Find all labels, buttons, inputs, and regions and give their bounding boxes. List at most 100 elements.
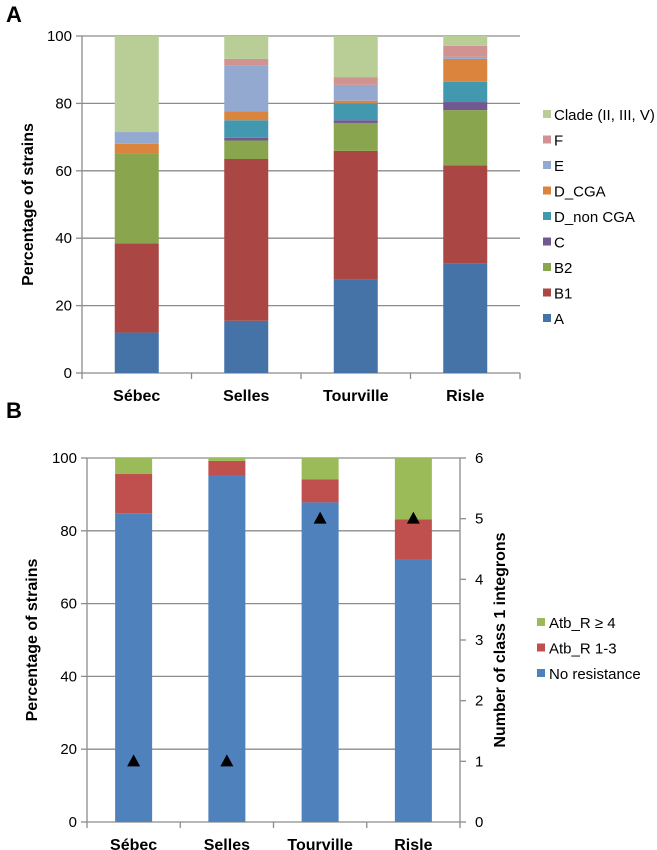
chart-a-ytick-label: 60 — [55, 163, 72, 180]
chart-b-bar-segment — [301, 458, 339, 480]
chart-a-legend-label: Clade (II, III, V) — [554, 107, 655, 124]
chart-a-legend-label: C — [554, 235, 565, 252]
chart-b-bar-segment — [394, 519, 432, 560]
chart-b-category-label: Tourville — [287, 837, 353, 850]
chart-b-bar-segment — [301, 502, 339, 822]
chart-a-ytick-label: 40 — [55, 230, 72, 247]
chart-b-legend-label: Atb_R 1-3 — [549, 641, 617, 658]
chart-b-y-axis-title: Percentage of strains — [24, 559, 41, 722]
chart-b-legend-swatch — [537, 618, 545, 626]
chart-b-ytick-label: 20 — [60, 741, 77, 758]
chart-a-bar-segment — [114, 332, 159, 373]
chart-a-bar-segment — [443, 56, 488, 59]
chart-a-category-label: Tourville — [323, 388, 389, 405]
chart-a-ytick-label: 80 — [55, 95, 72, 112]
chart-a-legend-swatch — [543, 212, 551, 220]
chart-b-integron-marker — [127, 754, 141, 767]
panel-label-b: B — [6, 398, 22, 423]
chart-a-legend-label: A — [554, 311, 564, 328]
chart-a-legend-label: D_non CGA — [554, 209, 635, 226]
chart-b-y2tick-label: 6 — [475, 450, 483, 467]
chart-a-category-label: Risle — [446, 388, 484, 405]
chart-a-bar-segment — [443, 58, 488, 82]
chart-a-bar-segment — [333, 279, 378, 373]
chart-a-ytick-label: 0 — [64, 365, 72, 382]
chart-a-legend-label: F — [554, 133, 563, 150]
chart-b-y2tick-label: 4 — [475, 571, 483, 588]
chart-a-legend-swatch — [543, 314, 551, 322]
chart-b-y2tick-label: 2 — [475, 693, 483, 710]
chart-b-category-label: Risle — [394, 837, 432, 850]
chart-b-category-label: Selles — [204, 837, 250, 850]
chart-a-bar-segment — [224, 36, 269, 59]
chart-b-category-label: Sébec — [110, 837, 157, 850]
chart-a-bar-segment — [443, 102, 488, 111]
chart-b-ytick-label: 80 — [60, 523, 77, 540]
chart-a-bar-segment — [333, 100, 378, 104]
chart-a-legend-swatch — [543, 186, 551, 195]
chart-b-bar-segment — [394, 559, 432, 822]
chart-b-y2tick-label: 5 — [475, 511, 483, 528]
chart-a-ytick-label: 20 — [55, 298, 72, 315]
chart-a-bar-segment — [224, 140, 269, 160]
chart-a-bar-segment — [224, 65, 269, 112]
chart-a-bar-segment — [333, 36, 378, 78]
chart-a-bar-segment — [333, 84, 378, 101]
chart-a-legend-label: B2 — [554, 260, 572, 277]
chart-a-bar-segment — [114, 143, 159, 154]
chart-a-ytick-label: 100 — [47, 28, 72, 45]
chart-a-bar-segment — [114, 243, 159, 333]
chart-a-bar-segment — [333, 120, 378, 123]
chart-b-bar-segment — [115, 474, 153, 514]
chart-a-bar-segment — [443, 45, 488, 57]
chart-a-bar-segment — [224, 58, 269, 66]
chart-a-bar-segment — [333, 103, 378, 121]
chart-a-legend-swatch — [543, 161, 551, 169]
chart-a-bar-segment — [224, 111, 269, 121]
chart-b-ytick-label: 60 — [60, 596, 77, 613]
chart-b-integron-marker — [220, 754, 234, 767]
chart-a-bar-segment — [114, 36, 159, 133]
chart-a-bar-segment — [114, 132, 159, 144]
chart-b-bar-segment — [208, 458, 246, 461]
chart-a-legend-swatch — [543, 135, 551, 144]
chart-b-bar-segment — [394, 458, 432, 520]
chart-b-legend-swatch — [537, 669, 545, 677]
chart-a-category-label: Sébec — [113, 388, 160, 405]
chart-a-category-label: Selles — [223, 388, 269, 405]
chart-a-bar-segment — [443, 110, 488, 166]
chart-b-y2-axis-title: Number of class 1 integrons — [492, 532, 509, 747]
chart-b-bar-segment — [301, 479, 339, 503]
chart-b-legend-label: Atb_R ≥ 4 — [549, 615, 616, 632]
chart-b-bar-segment — [115, 513, 153, 822]
chart-b-ytick-label: 100 — [52, 450, 77, 467]
chart-b-bar-segment — [115, 458, 153, 475]
chart-b-integron-marker — [313, 511, 327, 524]
chart-a-legend-swatch — [543, 237, 551, 246]
panel-label-a: A — [6, 2, 22, 27]
chart-a-legend-swatch — [543, 288, 551, 297]
chart-b-ytick-label: 40 — [60, 668, 77, 685]
chart-b-legend-swatch — [537, 643, 545, 652]
chart-b-y2tick-label: 0 — [475, 814, 483, 831]
chart-a-bar-segment — [224, 120, 269, 138]
chart-a-bar-segment — [443, 36, 488, 46]
chart-a-bar-segment — [224, 320, 269, 373]
chart-a: 0 20 40 60 80 100 Sébec Selles Tourville Risle Per… — [20, 28, 655, 405]
chart-b-legend-label: No resistance — [549, 666, 641, 683]
chart-a-legend-label: E — [554, 158, 564, 175]
chart-a-bar-segment — [224, 137, 269, 141]
chart-a-bar-segment — [443, 165, 488, 264]
chart-b-y2tick-label: 3 — [475, 632, 483, 649]
chart-b-integron-marker — [406, 511, 420, 524]
chart-a-bar-segment — [333, 122, 378, 151]
chart-a-bar-segment — [224, 159, 269, 321]
chart-a-bar-segment — [333, 150, 378, 280]
chart-b-bar-segment — [208, 475, 246, 822]
chart-a-legend-swatch — [543, 110, 551, 118]
chart-a-bar-segment — [333, 77, 378, 85]
chart-a-legend-label: B1 — [554, 286, 572, 303]
chart-a-legend-label: D_CGA — [554, 184, 606, 201]
chart-a-bar-segment — [114, 153, 159, 244]
